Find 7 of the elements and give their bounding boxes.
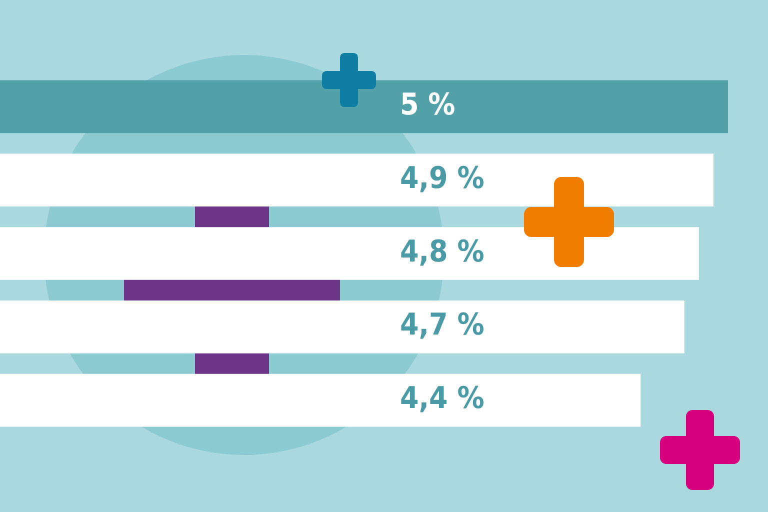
data-label: 4,9 % bbox=[400, 160, 484, 196]
bar bbox=[0, 300, 684, 354]
data-label: 4,8 % bbox=[400, 234, 484, 270]
data-label: 4,7 % bbox=[400, 308, 484, 343]
data-label: 4,4 % bbox=[400, 381, 484, 416]
data-label: 5 % bbox=[400, 87, 456, 122]
bar bbox=[0, 374, 641, 427]
